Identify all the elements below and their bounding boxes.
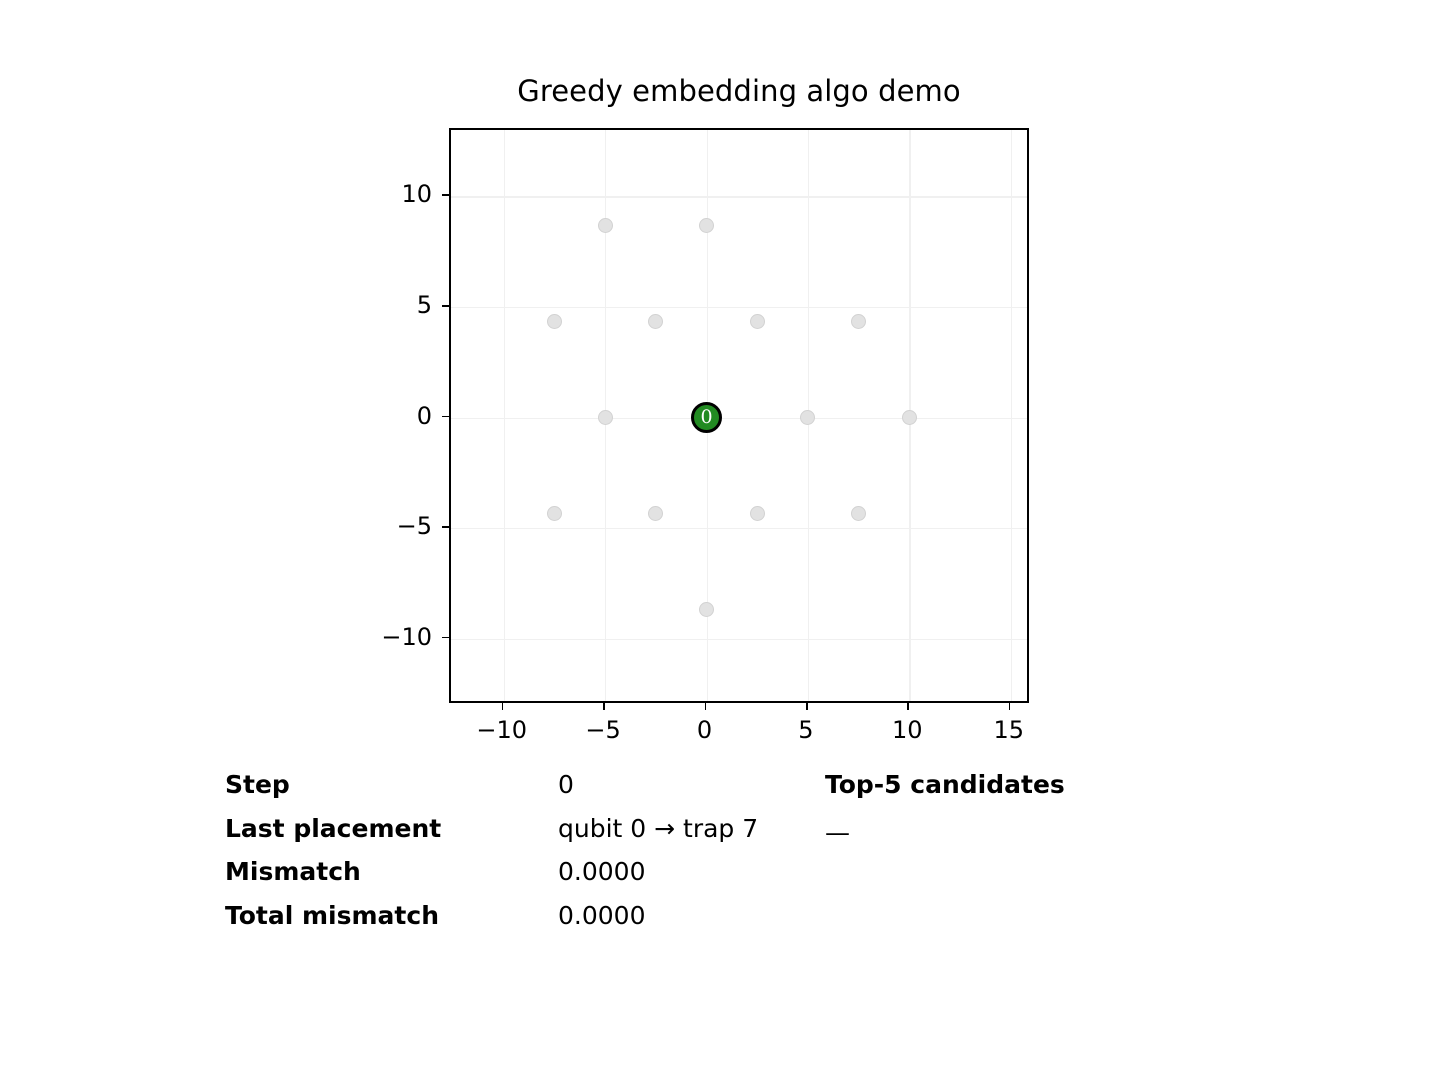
candidates-title: Top-5 candidates: [825, 770, 1065, 799]
info-panel: Step 0 Last placement qubit 0 → trap 7 Misma…: [0, 770, 1440, 970]
candidates-lines: —: [825, 818, 1325, 847]
trap-point[interactable]: [749, 314, 765, 330]
plot-inner: 0: [451, 130, 1027, 701]
info-row-value: 0: [558, 770, 574, 799]
gridline-horizontal: [451, 306, 1027, 309]
x-tick-mark: [907, 703, 909, 710]
y-tick-label: 0: [416, 401, 432, 430]
gridline-vertical: [503, 130, 506, 701]
x-tick-label: 0: [696, 716, 713, 744]
gridline-horizontal: [451, 196, 1027, 198]
qubit-marker-label: 0: [700, 405, 713, 428]
trap-point[interactable]: [597, 218, 613, 234]
info-row-label: Step: [225, 770, 290, 799]
gridline-vertical: [1010, 130, 1013, 701]
y-tick-label: −10: [381, 622, 432, 651]
y-tick-label: 5: [416, 290, 432, 319]
trap-point[interactable]: [648, 505, 664, 521]
info-row-value: 0.0000: [558, 857, 646, 886]
y-tick-mark: [442, 636, 449, 639]
x-tick-label: 15: [993, 716, 1024, 744]
trap-point[interactable]: [901, 410, 917, 425]
info-row-value: 0.0000: [558, 900, 646, 930]
x-tick-mark: [805, 703, 808, 710]
trap-point[interactable]: [800, 410, 816, 425]
y-tick-mark: [442, 526, 449, 528]
qubit-marker[interactable]: 0: [691, 402, 723, 433]
gridline-horizontal: [451, 638, 1027, 640]
trap-point[interactable]: [699, 218, 715, 234]
y-tick-label: −5: [396, 512, 432, 541]
trap-point[interactable]: [851, 505, 867, 521]
y-tick-mark: [442, 194, 449, 196]
gridline-horizontal: [451, 528, 1027, 530]
trap-point[interactable]: [648, 314, 664, 330]
candidates-block: Top-5 candidates —: [825, 770, 1325, 847]
trap-point[interactable]: [749, 505, 765, 521]
x-tick-mark: [501, 703, 504, 710]
info-row-value: qubit 0 → trap 7: [558, 813, 759, 843]
trap-point[interactable]: [851, 314, 867, 330]
y-tick-mark: [442, 304, 449, 307]
trap-point[interactable]: [699, 601, 715, 617]
x-tick-label: 10: [892, 716, 923, 744]
info-row-label: Mismatch: [225, 857, 361, 886]
gridline-horizontal: [451, 417, 1027, 419]
x-tick-mark: [1008, 703, 1011, 710]
x-tick-label: −10: [476, 716, 528, 744]
trap-point[interactable]: [546, 505, 562, 521]
page-title: Greedy embedding algo demo: [517, 74, 961, 108]
x-tick-label: 5: [798, 716, 814, 744]
info-row-label: Total mismatch: [225, 900, 439, 930]
x-tick-mark: [603, 703, 605, 710]
trap-point[interactable]: [546, 314, 562, 330]
x-tick-mark: [704, 703, 707, 710]
info-row-label: Last placement: [225, 813, 442, 843]
y-tick-label: 10: [401, 180, 432, 209]
y-tick-mark: [442, 415, 449, 418]
plot-area: 0: [449, 128, 1029, 703]
candidate-line: —: [825, 818, 850, 847]
trap-point[interactable]: [597, 410, 613, 425]
x-tick-label: −5: [585, 716, 621, 744]
